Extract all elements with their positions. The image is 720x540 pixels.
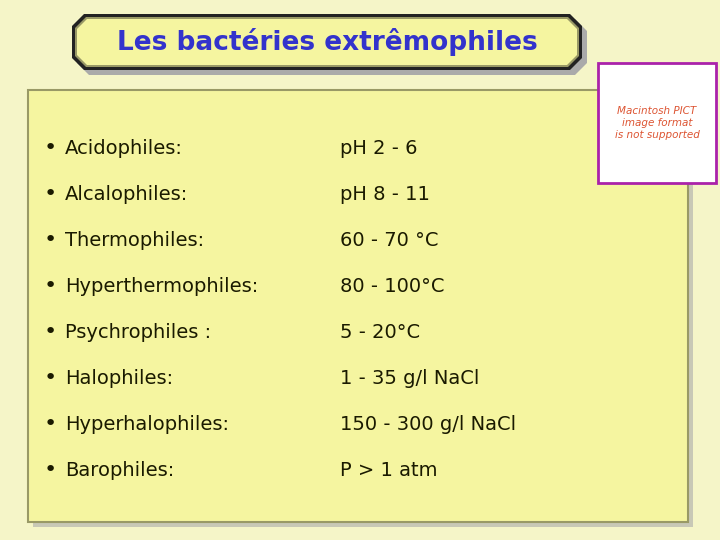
Text: 5 - 20°C: 5 - 20°C <box>340 322 420 341</box>
Polygon shape <box>72 14 582 70</box>
Text: Macintosh PICT
image format
is not supported: Macintosh PICT image format is not suppo… <box>615 106 699 140</box>
FancyBboxPatch shape <box>598 63 716 183</box>
Polygon shape <box>75 17 579 67</box>
Text: Alcalophiles:: Alcalophiles: <box>65 185 188 204</box>
Text: Barophiles:: Barophiles: <box>65 461 174 480</box>
Polygon shape <box>77 19 577 65</box>
Text: Acidophiles:: Acidophiles: <box>65 138 183 158</box>
Text: 80 - 100°C: 80 - 100°C <box>340 276 444 295</box>
Text: pH 2 - 6: pH 2 - 6 <box>340 138 418 158</box>
Text: •: • <box>43 138 57 158</box>
Text: •: • <box>43 460 57 480</box>
Text: 60 - 70 °C: 60 - 70 °C <box>340 231 438 249</box>
FancyBboxPatch shape <box>28 90 688 522</box>
Text: Psychrophiles :: Psychrophiles : <box>65 322 211 341</box>
Text: pH 8 - 11: pH 8 - 11 <box>340 185 430 204</box>
Text: Hyperhalophiles:: Hyperhalophiles: <box>65 415 229 434</box>
Text: Halophiles:: Halophiles: <box>65 368 173 388</box>
Text: Thermophiles:: Thermophiles: <box>65 231 204 249</box>
Text: •: • <box>43 368 57 388</box>
Text: •: • <box>43 322 57 342</box>
Polygon shape <box>77 19 587 75</box>
Text: •: • <box>43 276 57 296</box>
Text: •: • <box>43 414 57 434</box>
Text: 150 - 300 g/l NaCl: 150 - 300 g/l NaCl <box>340 415 516 434</box>
Text: Hyperthermophiles:: Hyperthermophiles: <box>65 276 258 295</box>
Text: Les bactéries extrêmophiles: Les bactéries extrêmophiles <box>117 28 537 56</box>
Text: P > 1 atm: P > 1 atm <box>340 461 438 480</box>
FancyBboxPatch shape <box>33 95 693 527</box>
Text: 1 - 35 g/l NaCl: 1 - 35 g/l NaCl <box>340 368 480 388</box>
Text: •: • <box>43 184 57 204</box>
Text: •: • <box>43 230 57 250</box>
